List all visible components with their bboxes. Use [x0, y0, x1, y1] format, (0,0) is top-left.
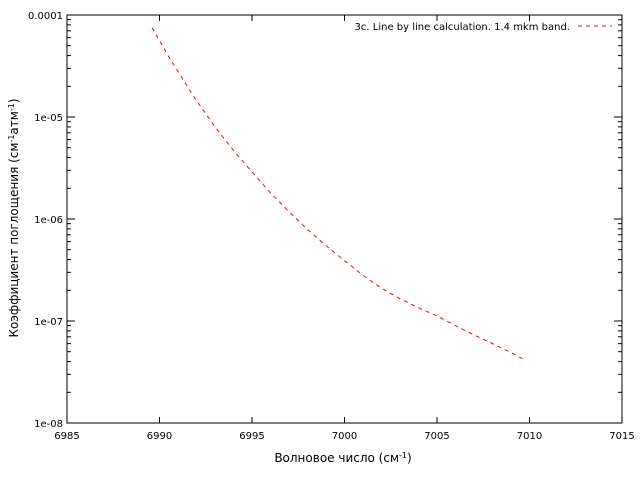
- series-line-0: [151, 27, 527, 361]
- legend: 3c. Line by line calculation. 1.4 mkm ba…: [355, 22, 612, 33]
- y-axis-label-sup2: -1: [7, 103, 16, 111]
- x-tick-label: 7010: [517, 431, 542, 442]
- series-layer: [151, 27, 527, 361]
- x-axis-label: Волновое число (см-1): [274, 451, 411, 466]
- y-axis-label-close: ): [7, 98, 21, 103]
- y-tick-label: 1e-08: [34, 419, 63, 430]
- x-axis-ticks: 6985 6990 6995 7000 7005 7010 7015: [54, 15, 635, 442]
- x-tick-label: 7000: [332, 431, 357, 442]
- y-tick-label: 1e-07: [34, 317, 63, 328]
- x-tick-label: 6985: [54, 431, 79, 442]
- y-axis-label: Коэффициент поглощения (см-1атм-1): [7, 98, 22, 337]
- y-axis-label-mid: атм: [7, 111, 21, 134]
- y-tick-label: 0.0001: [28, 11, 63, 22]
- y-axis-label-pre: Коэффициент поглощения (см: [7, 143, 21, 338]
- x-tick-label: 6995: [239, 431, 264, 442]
- y-tick-label: 1e-06: [34, 215, 63, 226]
- x-axis-label-sup: -1: [399, 451, 407, 460]
- x-tick-label: 7015: [609, 431, 634, 442]
- y-tick-label: 1e-05: [34, 113, 63, 124]
- legend-entry-label: 3c. Line by line calculation. 1.4 mkm ba…: [355, 22, 570, 33]
- x-tick-label: 7005: [424, 431, 449, 442]
- x-axis-label-close: ): [407, 451, 412, 465]
- y-axis-ticks: 1e-08 1e-07 1e-06 1e-05 0.0001: [28, 11, 622, 430]
- y-axis-label-sup1: -1: [7, 135, 16, 143]
- x-axis-label-main: Волновое число (см: [274, 451, 399, 465]
- x-tick-label: 6990: [147, 431, 172, 442]
